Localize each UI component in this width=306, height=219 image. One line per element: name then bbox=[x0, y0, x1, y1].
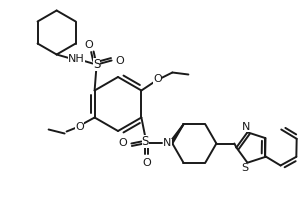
Text: O: O bbox=[84, 39, 93, 49]
Text: S: S bbox=[93, 58, 100, 71]
Text: O: O bbox=[115, 55, 124, 65]
Text: S: S bbox=[241, 163, 248, 173]
Text: NH: NH bbox=[68, 55, 85, 65]
Text: O: O bbox=[75, 122, 84, 131]
Text: S: S bbox=[142, 135, 149, 148]
Text: N: N bbox=[242, 122, 251, 132]
Text: N: N bbox=[163, 138, 172, 148]
Text: O: O bbox=[153, 74, 162, 85]
Text: O: O bbox=[142, 157, 151, 168]
Text: O: O bbox=[118, 138, 127, 148]
